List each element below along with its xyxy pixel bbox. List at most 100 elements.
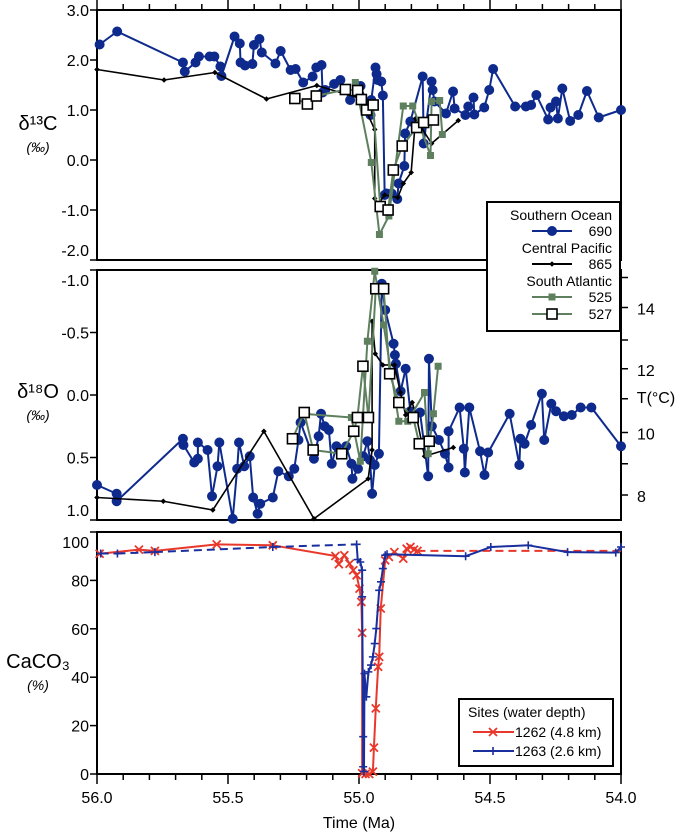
marker-plus xyxy=(359,767,368,776)
series-line-segment xyxy=(458,407,465,449)
marker-circle xyxy=(552,113,563,124)
series-line-segment xyxy=(272,544,336,557)
marker-plus xyxy=(381,551,390,560)
marker-open-square xyxy=(307,444,319,456)
marker-diamond xyxy=(365,475,371,482)
series-line-segment xyxy=(468,407,482,452)
marker-square xyxy=(409,102,417,110)
marker-circle xyxy=(367,488,378,499)
marker-circle xyxy=(468,92,479,103)
y-tick-label: 0 xyxy=(80,767,89,784)
series-line-segment xyxy=(231,468,239,519)
y2-tick-label: 10 xyxy=(637,427,655,444)
marker-circle xyxy=(234,38,245,49)
marker-circle xyxy=(400,128,411,139)
marker-plus xyxy=(378,564,387,573)
marker-circle xyxy=(458,443,469,454)
marker-x xyxy=(398,553,408,564)
marker-circle xyxy=(484,85,495,95)
marker-open-square xyxy=(427,114,440,126)
marker-square xyxy=(395,417,403,425)
series-line-segment xyxy=(115,438,184,502)
marker-square xyxy=(385,212,393,220)
marker-circle xyxy=(193,51,204,62)
marker-diamond xyxy=(455,117,462,124)
marker-circle xyxy=(443,426,454,437)
legend-group-label: South Atlantic xyxy=(526,273,612,289)
marker-x xyxy=(334,559,344,569)
marker-circle xyxy=(417,71,428,82)
y-axis-title: δ¹⁸O xyxy=(17,381,59,403)
series-line-segment xyxy=(367,449,373,479)
series-line-segment xyxy=(211,466,219,497)
marker-plus xyxy=(358,566,367,575)
marker-open-square xyxy=(407,411,420,424)
marker-diamond xyxy=(160,498,167,505)
marker-open-square xyxy=(357,360,369,373)
marker-plus xyxy=(359,732,368,741)
marker-diamond xyxy=(261,428,267,435)
marker-open-square xyxy=(347,425,360,438)
marker-circle xyxy=(479,470,490,480)
marker-open-square xyxy=(413,437,426,450)
series-line-segment xyxy=(356,366,364,418)
marker-plus xyxy=(375,586,384,595)
series-line-segment xyxy=(218,442,234,519)
marker-x xyxy=(344,559,355,569)
marker-circle xyxy=(575,402,586,413)
marker-square xyxy=(427,152,435,159)
marker-square xyxy=(363,337,371,345)
marker-circle xyxy=(526,100,537,110)
y-tick-label: -1.0 xyxy=(61,273,89,290)
marker-diamond xyxy=(311,515,317,522)
marker-open-square xyxy=(362,411,375,424)
series-line-segment xyxy=(163,71,216,81)
series-line-segment xyxy=(117,551,155,555)
marker-circle xyxy=(547,226,557,236)
series-line-segment xyxy=(138,548,155,552)
marker-circle xyxy=(536,388,547,399)
series-line-segment xyxy=(272,543,357,549)
marker-diamond xyxy=(400,180,407,187)
marker-circle xyxy=(323,425,334,435)
marker-plus xyxy=(372,624,381,633)
marker-circle xyxy=(352,463,363,474)
y2-axis-title: T(°C) xyxy=(637,390,675,407)
marker-circle xyxy=(427,85,438,95)
y-tick-label: 2.0 xyxy=(67,53,89,70)
series-line-segment xyxy=(362,673,366,772)
marker-circle xyxy=(347,473,358,484)
x-axis-title: Time (Ma) xyxy=(323,815,395,832)
series-line-segment xyxy=(371,747,375,772)
marker-circle xyxy=(546,398,557,409)
marker-circle xyxy=(400,363,411,374)
y-tick-label: -2.0 xyxy=(61,243,89,260)
panel-2: -1.0 -0.5 0.0 0.5 1.0 δ¹⁸O (‰) 14 12 10 8 T(°C) xyxy=(17,267,675,524)
y-tick-label: 1.0 xyxy=(67,103,89,120)
marker-circle xyxy=(255,498,266,509)
series-line-segment xyxy=(206,449,214,497)
marker-circle xyxy=(178,440,189,450)
marker-x xyxy=(371,703,381,714)
marker-plus xyxy=(368,652,377,661)
y-tick-label: 0.5 xyxy=(67,451,89,468)
series-line-segment xyxy=(543,403,553,441)
series-line-segment xyxy=(212,430,265,511)
series-line-segment xyxy=(365,671,370,697)
y-tick-label: 0.0 xyxy=(67,388,89,405)
marker-circle xyxy=(209,51,220,62)
legend-group-label: Central Pacific xyxy=(522,240,612,256)
marker-circle xyxy=(376,76,387,87)
y-axis-unit: (‰) xyxy=(26,139,49,155)
marker-x xyxy=(212,539,222,549)
y2-tick-label: 14 xyxy=(637,302,655,319)
series-line-segment xyxy=(490,544,529,549)
marker-circle xyxy=(586,402,597,413)
series-line-segment xyxy=(303,412,352,419)
series-line-segment xyxy=(409,76,424,122)
legend-title: Sites (water depth) xyxy=(468,704,586,720)
marker-circle xyxy=(215,61,226,72)
marker-circle xyxy=(581,86,592,96)
series-line-segment xyxy=(361,596,365,737)
y-tick-label: 40 xyxy=(71,670,89,687)
